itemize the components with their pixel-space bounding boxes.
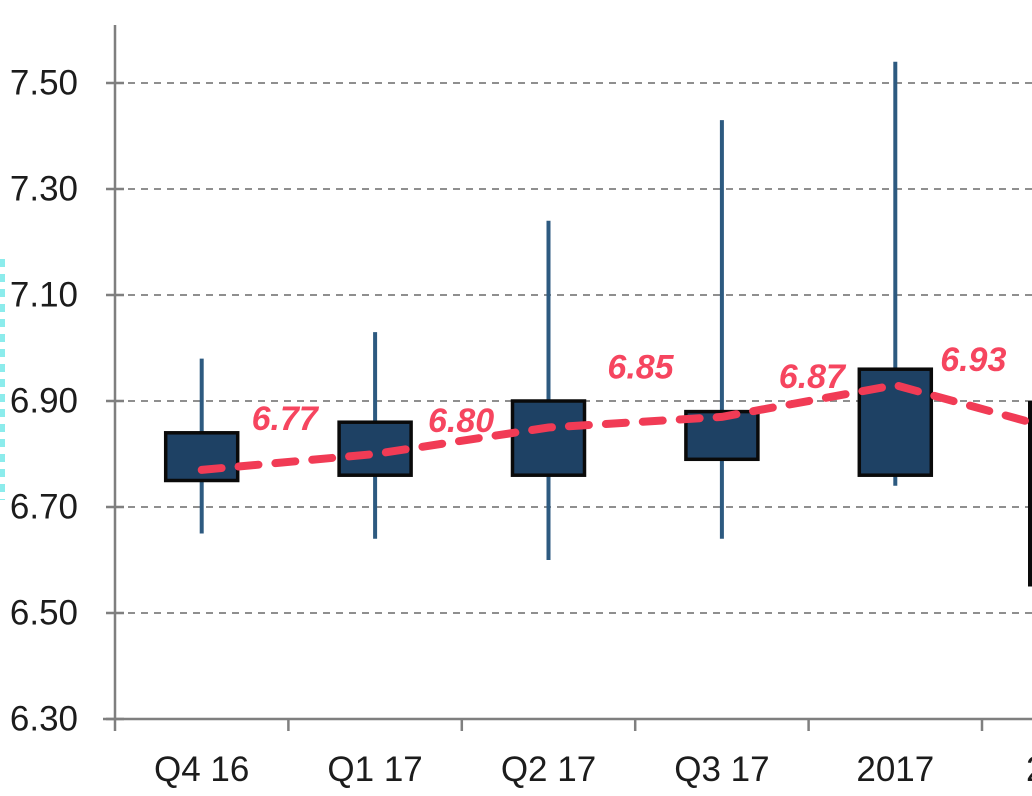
candle-box — [163, 431, 240, 483]
mean-value-label: 6.80 — [428, 402, 494, 440]
x-tick-label: Q3 17 — [674, 750, 769, 789]
y-tick-label: 6.90 — [10, 382, 78, 421]
y-tick-label: 7.30 — [10, 170, 78, 209]
candle-box — [337, 420, 413, 477]
mean-value-label: 6.93 — [940, 341, 1006, 379]
y-tick-label: 6.30 — [10, 700, 78, 739]
y-tick-label: 7.50 — [10, 64, 78, 103]
y-tick-label: 6.50 — [10, 594, 78, 633]
mean-line — [197, 381, 1032, 474]
x-tick-label: Q4 16 — [154, 750, 249, 789]
mean-value-label: 6.85 — [607, 349, 674, 387]
x-tick-label: 2017 — [856, 750, 934, 789]
x-tick-label-partial: 2 — [1026, 750, 1032, 789]
mean-value-label: 6.77 — [252, 400, 320, 438]
mean-value-label: 6.87 — [779, 358, 847, 396]
y-tick-label: 7.10 — [10, 276, 78, 315]
candle-box — [510, 399, 587, 477]
y-tick-label: 6.70 — [10, 488, 78, 527]
x-tick-label: Q1 17 — [327, 750, 422, 789]
x-tick-label: Q2 17 — [501, 750, 596, 789]
